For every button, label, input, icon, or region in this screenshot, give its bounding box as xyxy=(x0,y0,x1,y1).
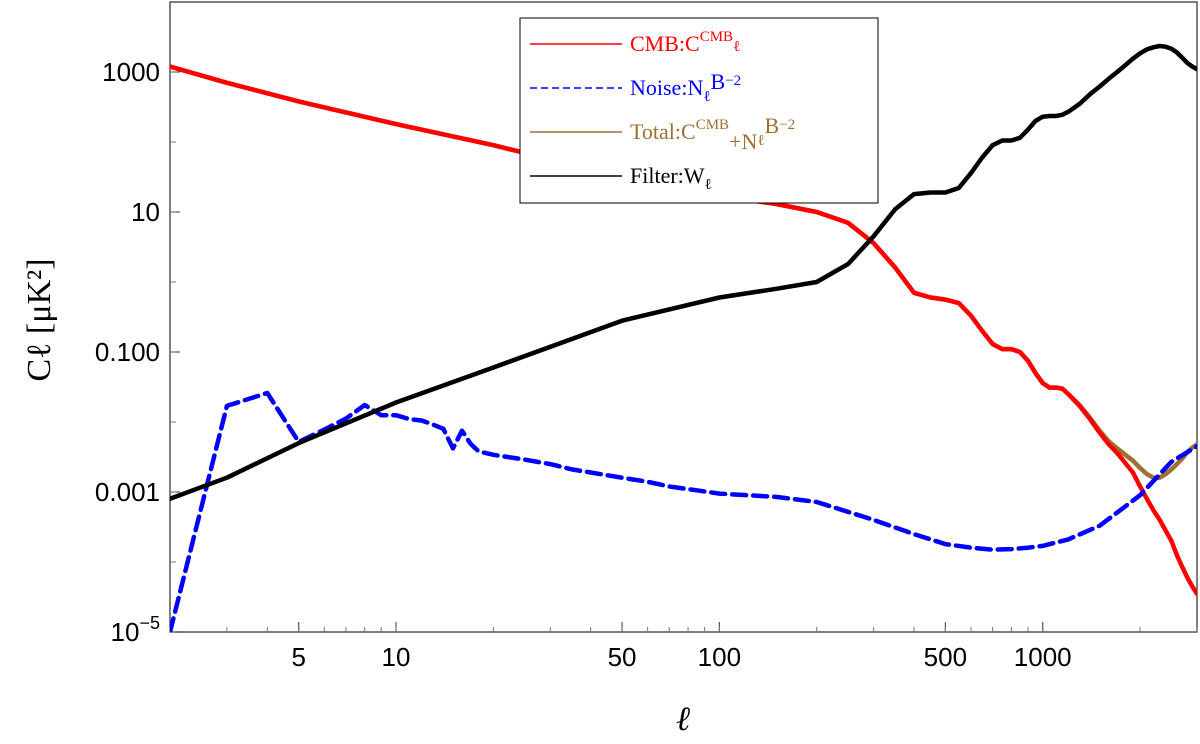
series-line-cmb xyxy=(170,64,1197,597)
x-tick-label: 50 xyxy=(608,642,637,672)
y-axis-label: Cℓ [μK²] xyxy=(21,258,58,381)
x-axis-label: ℓ xyxy=(676,701,690,738)
series-layer xyxy=(170,43,1197,632)
x-tick-label: 500 xyxy=(924,642,967,672)
x-tick-label: 1000 xyxy=(1014,642,1072,672)
legend-label-filter: Filter:Wℓ xyxy=(630,163,712,193)
legend: CMB:CCMBℓ Noise:NℓB−2 Total:CCMB+NℓB−2 Filt… xyxy=(519,17,879,204)
tick-layer: 5 10 50 100 500 1000 1000 10 0.100 0.001 10−5 xyxy=(95,57,1198,672)
y-tick-label: 0.100 xyxy=(95,337,160,367)
series-line-noise xyxy=(170,390,1197,632)
y-tick-label: 10−5 xyxy=(111,613,160,647)
legend-label-total: Total:CCMB+NℓB−2 xyxy=(630,113,795,154)
y-tick-label: 10 xyxy=(131,197,160,227)
x-tick-label: 5 xyxy=(291,642,305,672)
y-tick-label: 1000 xyxy=(102,57,160,87)
series-line-filter xyxy=(170,43,1197,502)
x-tick-label: 100 xyxy=(698,642,741,672)
legend-label-noise: Noise:NℓB−2 xyxy=(630,69,741,105)
y-tick-label: 0.001 xyxy=(95,477,160,507)
plot-frame xyxy=(169,1,1198,633)
legend-box xyxy=(519,17,879,204)
legend-label-cmb: CMB:CCMBℓ xyxy=(630,29,740,56)
x-tick-label: 10 xyxy=(382,642,411,672)
